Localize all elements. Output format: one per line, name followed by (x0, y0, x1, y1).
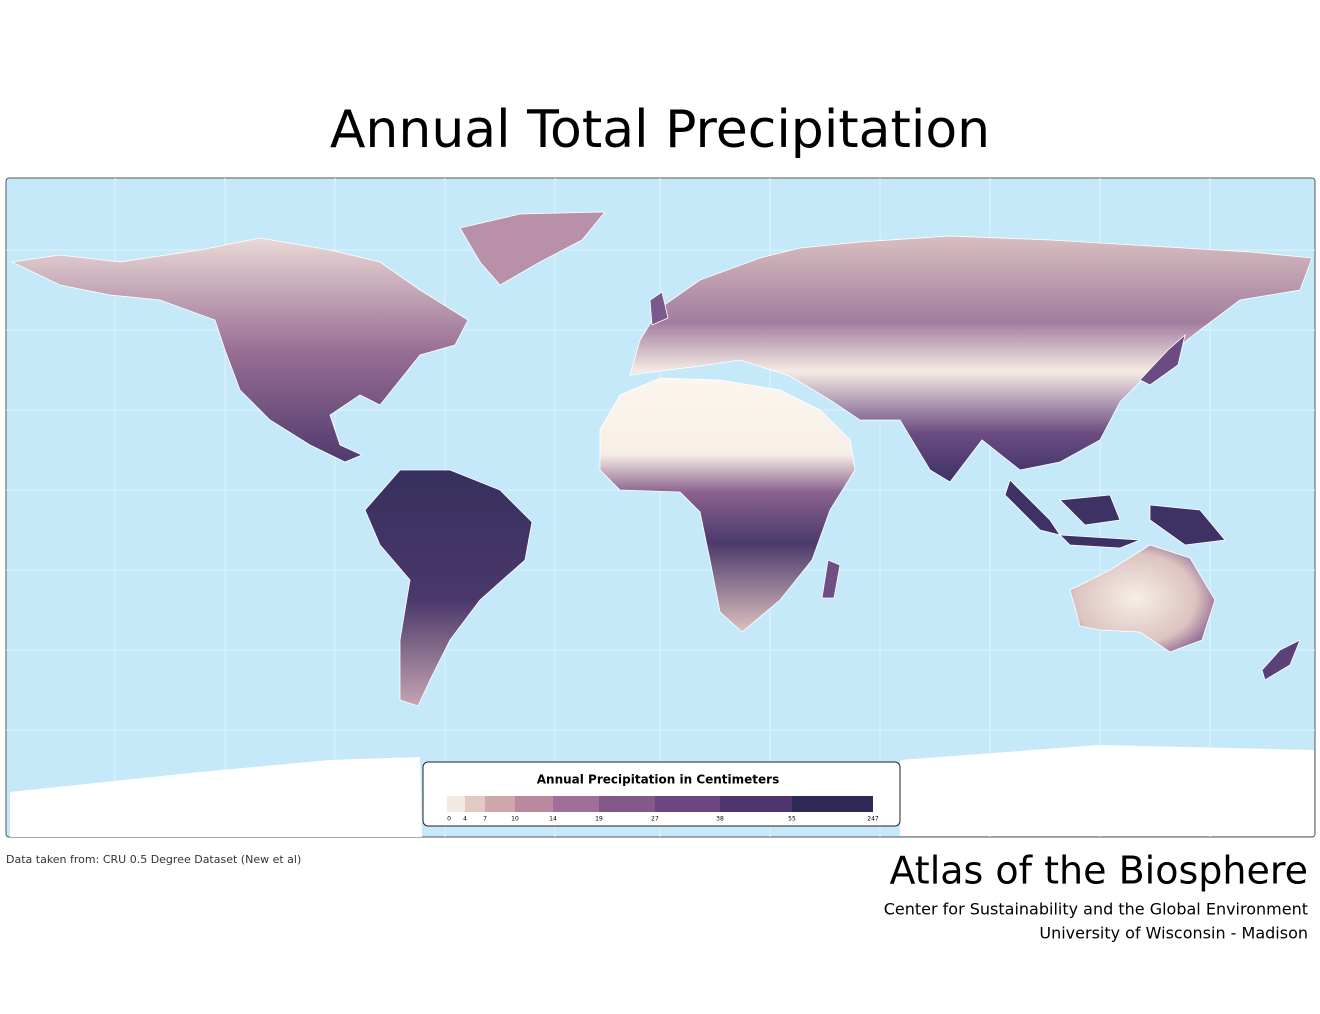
legend-swatch (485, 796, 515, 812)
center-name: Center for Sustainability and the Global… (884, 900, 1308, 919)
legend-break-label: 10 (511, 816, 519, 823)
antarctica-east (900, 745, 1314, 836)
atlas-title: Atlas of the Biosphere (889, 849, 1308, 893)
legend-break-label: 247 (867, 816, 879, 823)
legend-break-label: 4 (463, 816, 467, 823)
land (10, 211, 1314, 837)
legend-break-label: 14 (549, 816, 557, 823)
legend: Annual Precipitation in Centimeters 0 4 7 1… (422, 761, 901, 827)
legend-swatch (792, 796, 873, 812)
legend-break-label: 7 (483, 816, 487, 823)
south-america (364, 469, 533, 707)
madagascar (821, 559, 841, 599)
legend-swatch (655, 796, 720, 812)
university-name: University of Wisconsin - Madison (1039, 924, 1308, 943)
legend-swatch (515, 796, 553, 812)
legend-swatch (447, 796, 465, 812)
legend-title: Annual Precipitation in Centimeters (537, 773, 779, 787)
map (5, 177, 1316, 838)
new-zealand (1261, 639, 1301, 681)
legend-swatch (553, 796, 599, 812)
legend-break-label: 19 (595, 816, 603, 823)
legend-break-label: 0 (447, 816, 451, 823)
antarctica-west (10, 757, 422, 837)
north-america (10, 237, 469, 463)
british-isles (649, 291, 669, 326)
legend-swatch (465, 796, 485, 812)
legend-swatch (599, 796, 655, 812)
map-title: Annual Total Precipitation (330, 100, 990, 160)
legend-break-label: 27 (651, 816, 659, 823)
legend-break-label: 38 (716, 816, 724, 823)
japan (1139, 333, 1186, 386)
legend-break-label: 55 (788, 816, 796, 823)
africa (599, 377, 856, 633)
source-note: Data taken from: CRU 0.5 Degree Dataset … (6, 853, 301, 866)
greenland (459, 211, 606, 286)
australia (1069, 544, 1216, 653)
legend-swatch (720, 796, 792, 812)
indonesia (1004, 479, 1226, 549)
